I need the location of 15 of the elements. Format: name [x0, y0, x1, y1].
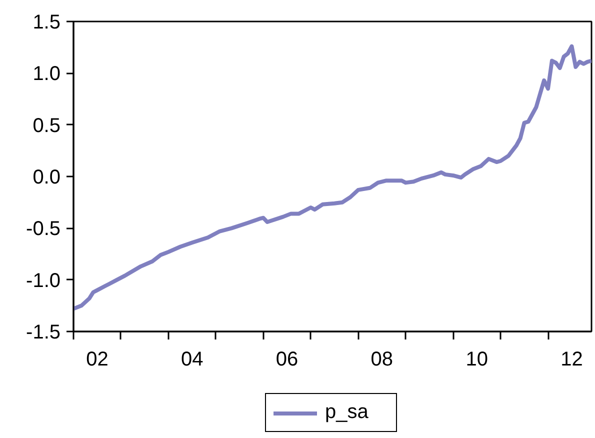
legend-label: p_sa: [325, 401, 370, 424]
line-series: [74, 44, 592, 311]
y-tick-label: 0.0: [32, 166, 61, 188]
x-tick-label: 12: [560, 348, 583, 370]
y-tick-label: -1.0: [26, 270, 61, 292]
y-tick-label: -1.5: [26, 322, 61, 344]
x-tick-label: 02: [86, 348, 108, 370]
y-tick-label: 1.5: [32, 12, 61, 34]
x-tick-label: 06: [276, 348, 298, 370]
x-tick-label: 04: [181, 348, 204, 370]
y-tick-label: 0.5: [32, 114, 61, 137]
y-tick-label: 1.0: [32, 63, 61, 86]
x-tick-label: 08: [370, 348, 394, 370]
y-tick-label: -0.5: [26, 218, 61, 240]
x-tick-label: 10: [466, 348, 488, 370]
